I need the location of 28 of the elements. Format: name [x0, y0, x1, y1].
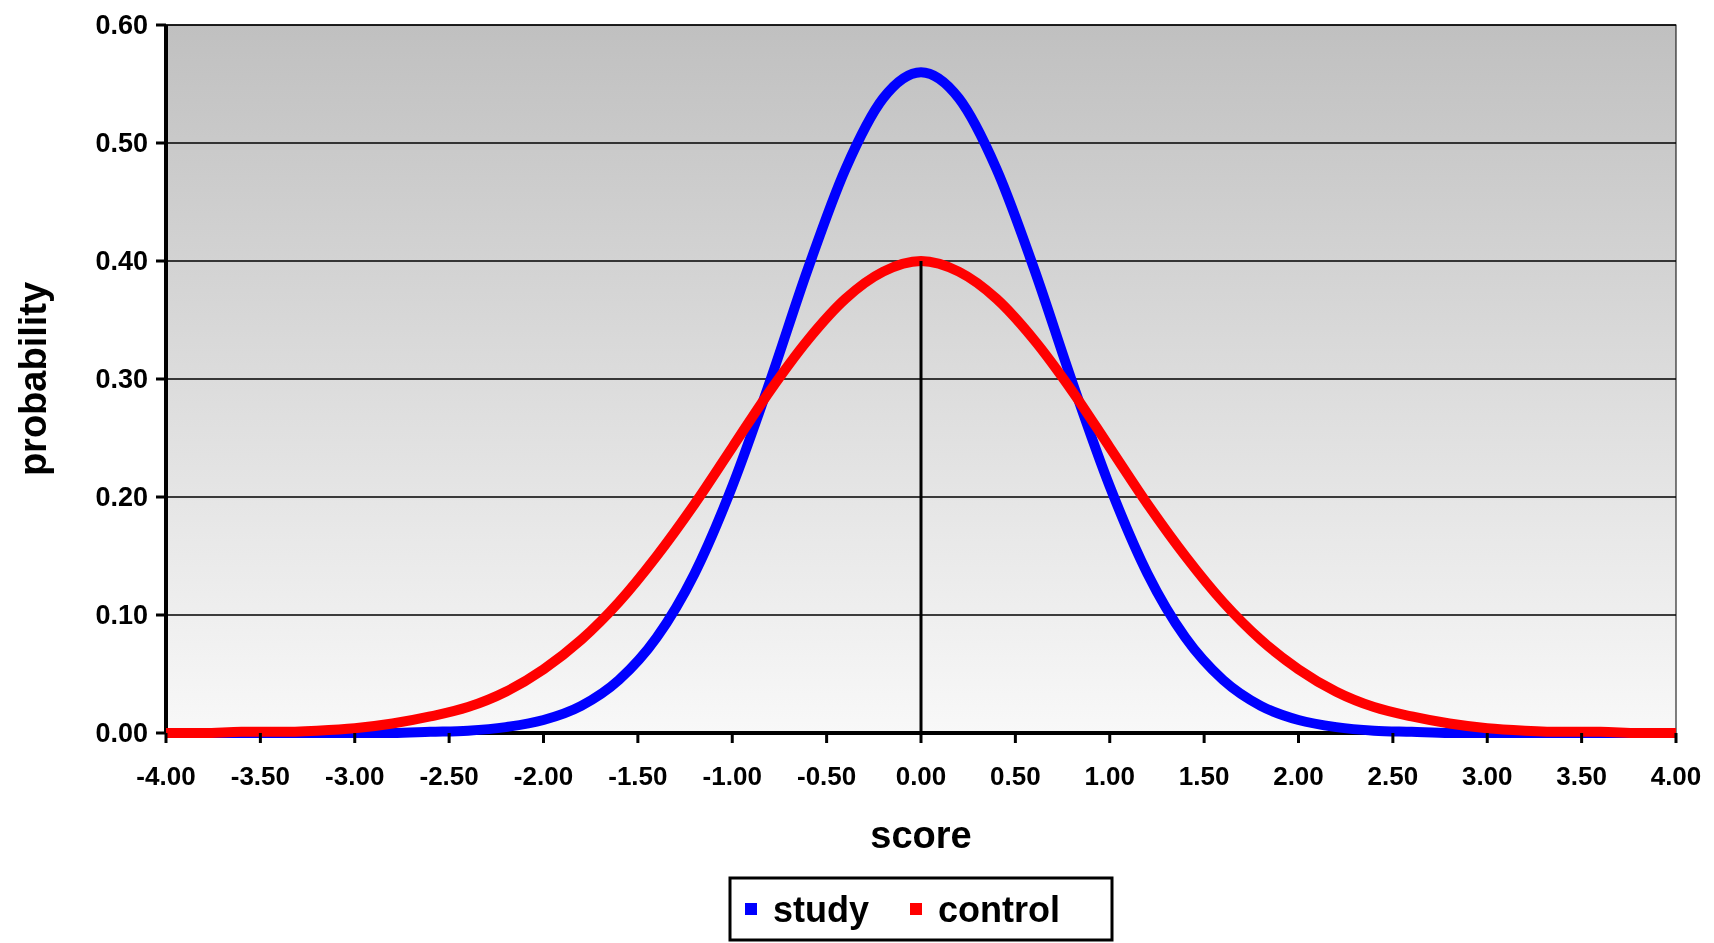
x-tick-label: -2.50: [419, 761, 479, 791]
x-tick-label: 2.00: [1273, 761, 1324, 791]
x-tick-label: -0.50: [796, 761, 857, 791]
y-tick-label: 0.10: [95, 600, 148, 631]
x-tick-label: 3.00: [1461, 761, 1513, 791]
x-tick-label: -4.00: [136, 761, 196, 791]
y-axis-title: probability: [12, 281, 54, 477]
x-tick-label: -3.50: [230, 761, 291, 791]
x-tick-label: 3.50: [1556, 761, 1607, 791]
x-axis-title: score: [870, 814, 972, 856]
x-tick-label: 1.50: [1178, 761, 1230, 791]
y-tick-label: 0.20: [95, 482, 148, 513]
y-tick-label: 0.00: [95, 718, 148, 749]
x-tick-label: -1.00: [702, 761, 762, 791]
y-tick-label: 0.30: [95, 364, 148, 395]
y-tick-label: 0.50: [95, 128, 148, 159]
x-tick-label: 0.50: [990, 761, 1041, 791]
x-tick-label: -3.00: [325, 761, 385, 791]
legend-label: study: [773, 889, 870, 930]
x-tick-label: 1.00: [1084, 761, 1136, 791]
legend-label: control: [938, 889, 1060, 930]
y-tick-label: 0.40: [95, 246, 148, 277]
x-tick-label: 0.00: [895, 761, 947, 791]
x-tick-label: -2.00: [513, 761, 574, 791]
x-tick-label: 4.00: [1650, 761, 1702, 791]
y-tick-label: 0.60: [95, 10, 148, 41]
x-tick-label: -1.50: [608, 761, 668, 791]
x-tick-label: 2.50: [1367, 761, 1419, 791]
